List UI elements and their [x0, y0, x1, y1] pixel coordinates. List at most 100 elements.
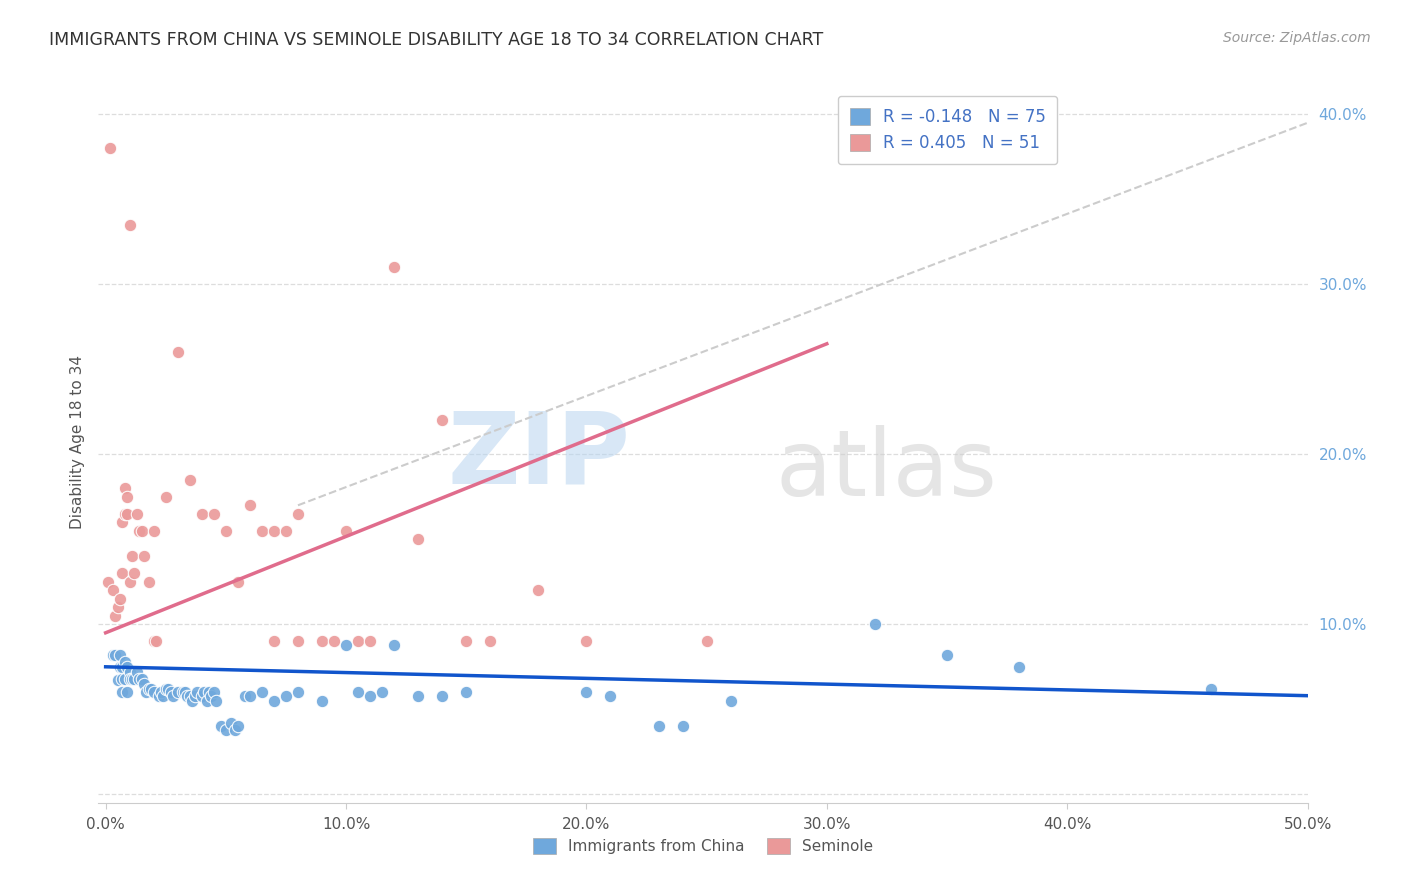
Point [114, 481, 136, 495]
Point [863, 617, 886, 632]
Point [101, 648, 124, 662]
Text: atlas: atlas [776, 425, 997, 516]
Point [359, 689, 381, 703]
Point [104, 608, 127, 623]
Point [226, 719, 249, 733]
Y-axis label: Disability Age 18 to 34: Disability Age 18 to 34 [69, 354, 84, 529]
Point [287, 634, 309, 648]
Point [205, 694, 228, 708]
Point [152, 689, 174, 703]
Point [138, 681, 160, 696]
Point [311, 694, 333, 708]
Point [142, 685, 165, 699]
Point [172, 685, 194, 699]
Point [107, 600, 129, 615]
Point [1201, 681, 1223, 696]
Point [479, 634, 502, 648]
Point [114, 655, 136, 669]
Point [125, 507, 148, 521]
Point [335, 524, 357, 538]
Point [117, 490, 139, 504]
Point [599, 689, 621, 703]
Point [1008, 660, 1031, 674]
Point [131, 672, 153, 686]
Point [157, 681, 180, 696]
Point [456, 685, 478, 699]
Point [131, 524, 153, 538]
Point [142, 634, 165, 648]
Point [696, 634, 718, 648]
Point [226, 574, 249, 589]
Point [118, 574, 141, 589]
Point [179, 473, 201, 487]
Point [179, 689, 201, 703]
Point [202, 507, 225, 521]
Point [186, 685, 208, 699]
Point [311, 634, 333, 648]
Point [111, 566, 134, 581]
Point [191, 689, 214, 703]
Point [128, 672, 150, 686]
Point [274, 524, 297, 538]
Point [219, 715, 242, 730]
Point [198, 685, 221, 699]
Point [191, 507, 214, 521]
Point [335, 638, 357, 652]
Point [111, 685, 134, 699]
Point [215, 723, 238, 737]
Point [250, 685, 273, 699]
Point [145, 634, 167, 648]
Point [456, 634, 478, 648]
Point [111, 516, 134, 530]
Point [575, 634, 598, 648]
Point [155, 490, 177, 504]
Text: ZIP: ZIP [447, 408, 630, 505]
Point [239, 689, 262, 703]
Point [138, 574, 160, 589]
Point [287, 507, 309, 521]
Point [382, 638, 405, 652]
Point [111, 660, 134, 674]
Point [174, 685, 197, 699]
Point [108, 591, 131, 606]
Point [121, 549, 143, 564]
Point [114, 672, 136, 686]
Point [117, 507, 139, 521]
Point [124, 672, 146, 686]
Point [215, 524, 238, 538]
Point [183, 689, 205, 703]
Point [263, 634, 285, 648]
Point [347, 634, 370, 648]
Point [100, 141, 122, 155]
Point [527, 583, 550, 598]
Point [159, 685, 181, 699]
Point [371, 685, 394, 699]
Point [155, 681, 177, 696]
Point [166, 685, 188, 699]
Point [209, 719, 232, 733]
Point [117, 660, 139, 674]
Point [132, 677, 155, 691]
Text: Source: ZipAtlas.com: Source: ZipAtlas.com [1223, 31, 1371, 45]
Point [347, 685, 370, 699]
Point [108, 648, 131, 662]
Point [166, 345, 188, 359]
Point [239, 498, 262, 512]
Point [176, 689, 198, 703]
Point [647, 719, 669, 733]
Point [162, 689, 184, 703]
Point [111, 672, 134, 686]
Point [104, 648, 127, 662]
Point [124, 566, 146, 581]
Point [107, 673, 129, 688]
Point [128, 524, 150, 538]
Point [141, 681, 163, 696]
Point [575, 685, 598, 699]
Point [108, 660, 131, 674]
Point [142, 524, 165, 538]
Point [430, 413, 453, 427]
Point [181, 694, 204, 708]
Legend: Immigrants from China, Seminole: Immigrants from China, Seminole [526, 832, 880, 860]
Point [671, 719, 693, 733]
Point [132, 549, 155, 564]
